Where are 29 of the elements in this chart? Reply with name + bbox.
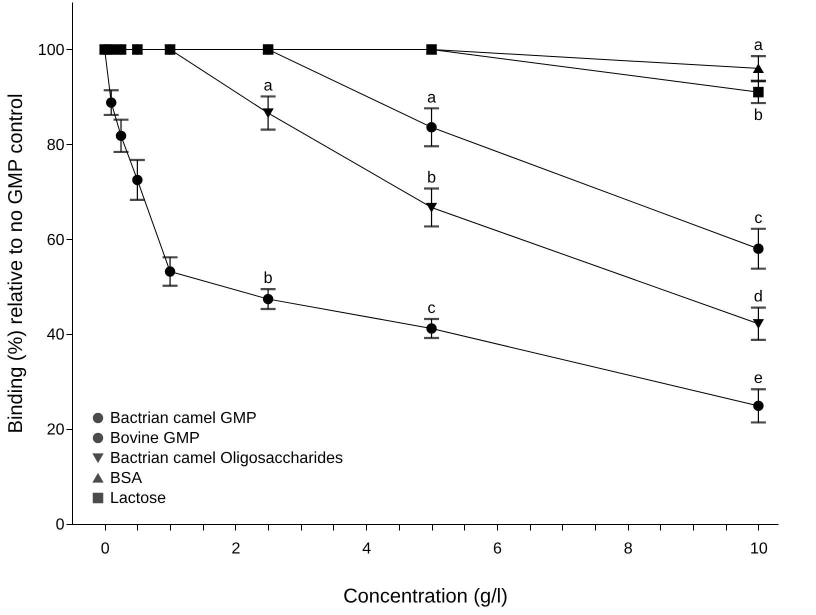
annotation: b: [754, 107, 763, 124]
annotation: a: [264, 77, 273, 94]
legend-label: Bovine GMP: [110, 430, 200, 447]
y-tick-label: 0: [56, 516, 65, 534]
legend-label: Bactrian camel GMP: [110, 410, 257, 427]
annotation: c: [754, 210, 762, 227]
x-tick-label: 10: [750, 540, 768, 558]
legend-label: Lactose: [110, 490, 166, 507]
x-axis-title: Concentration (g/l): [343, 586, 508, 608]
annotation: c: [428, 300, 436, 317]
y-tick-label: 100: [38, 42, 65, 59]
x-tick-label: 0: [100, 540, 110, 558]
annotation: b: [427, 169, 436, 186]
y-tick-label: 40: [46, 326, 65, 344]
legend-label: Bactrian camel Oligosaccharides: [110, 450, 343, 467]
y-tick-label: 60: [46, 232, 65, 249]
y-tick-label: 20: [46, 422, 65, 439]
x-tick-label: 8: [624, 540, 633, 558]
x-tick-label: 2: [231, 540, 240, 558]
x-tick-label: 4: [362, 540, 372, 558]
legend-label: BSA: [110, 470, 142, 487]
y-tick-label: 80: [46, 136, 65, 154]
annotation: d: [754, 288, 763, 306]
annotation: a: [754, 37, 763, 54]
annotation: a: [427, 89, 436, 106]
annotation: e: [754, 370, 763, 388]
annotation: b: [264, 270, 273, 288]
x-tick-label: 6: [492, 540, 502, 558]
y-axis-title: Binding (%) relative to no GMP control: [4, 94, 27, 434]
